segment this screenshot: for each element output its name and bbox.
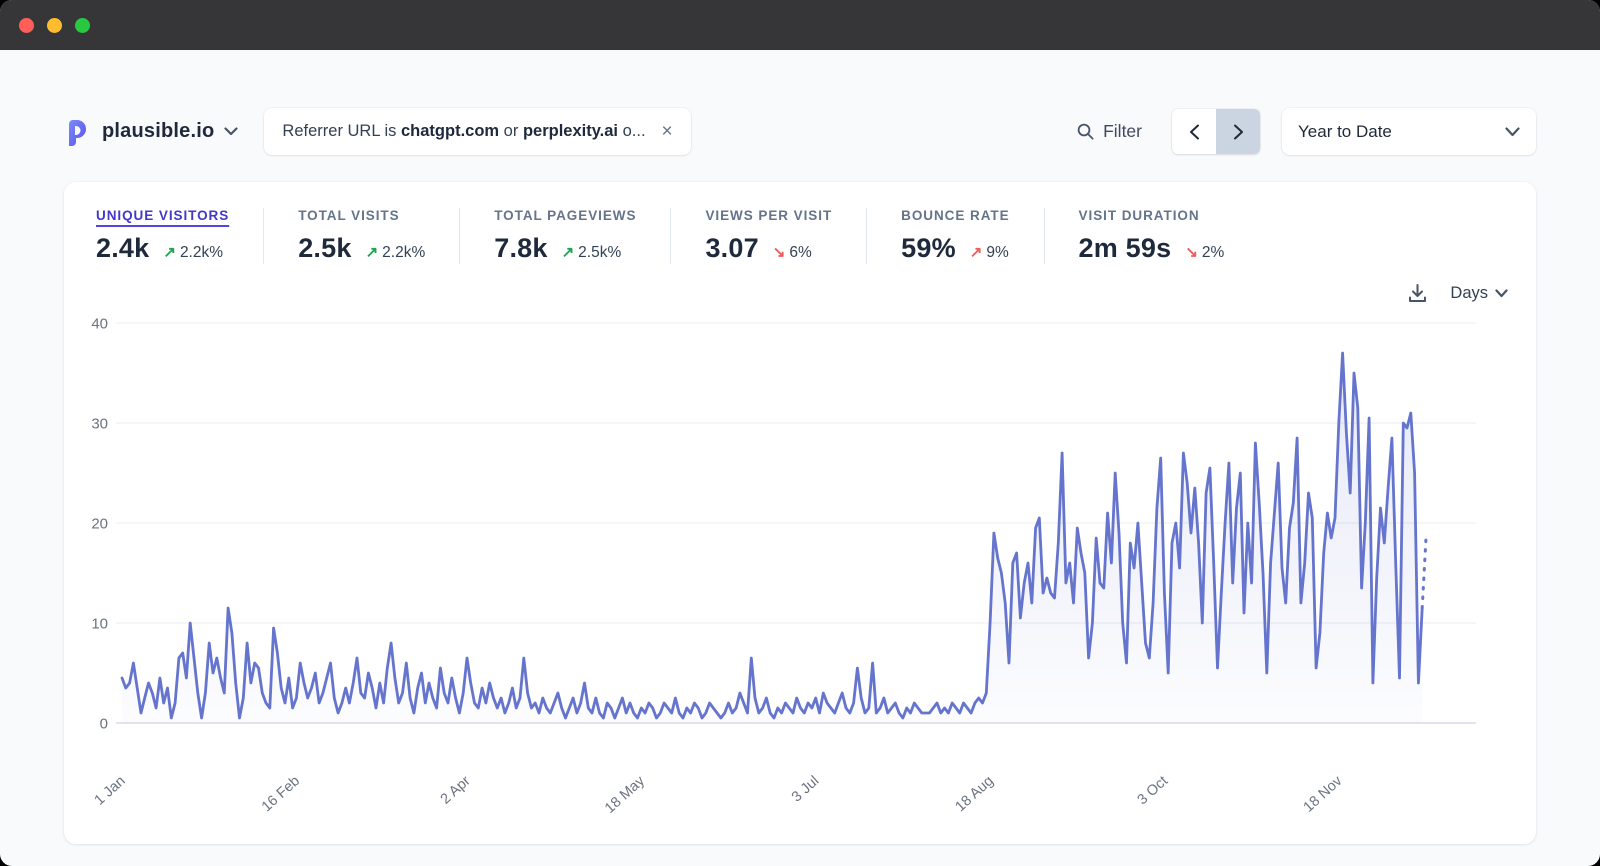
x-tick-label: 3 Oct: [1135, 773, 1171, 808]
trend-up-icon: ↗: [969, 244, 983, 261]
metric-total-pageviews[interactable]: TOTAL PAGEVIEWS 7.8k ↗ 2.5k%: [494, 208, 637, 263]
download-icon: [1409, 283, 1427, 302]
filter-button[interactable]: Filter: [1077, 121, 1142, 142]
minimize-window-button[interactable]: [47, 17, 62, 33]
y-tick-label: 0: [100, 716, 108, 733]
remove-filter-icon[interactable]: ×: [661, 121, 673, 142]
chevron-down-icon: [224, 127, 239, 136]
chevron-right-icon: [1233, 124, 1243, 139]
metric-bounce-rate[interactable]: BOUNCE RATE 59% ↗ 9%: [901, 208, 1010, 263]
zoom-window-button[interactable]: [75, 17, 90, 33]
divider: [459, 208, 461, 264]
site-selector[interactable]: plausible.io: [64, 118, 239, 146]
metric-views-per-visit[interactable]: VIEWS PER VISIT 3.07 ↘ 6%: [705, 208, 833, 263]
chevron-down-icon: [1505, 122, 1520, 142]
x-tick-label: 18 Aug: [952, 773, 996, 815]
x-tick-label: 3 Jul: [789, 773, 822, 805]
close-window-button[interactable]: [19, 17, 34, 33]
trend-down-icon: ↘: [772, 244, 786, 261]
metrics-row: UNIQUE VISITORS 2.4k ↗ 2.2k% TOTAL VISITS…: [78, 208, 1522, 264]
y-tick-label: 20: [91, 516, 108, 533]
divider: [1043, 208, 1045, 264]
y-tick-label: 40: [91, 316, 108, 333]
active-filter-pill[interactable]: Referrer URL is chatgpt.com or perplexit…: [264, 108, 691, 155]
next-period-button[interactable]: [1216, 109, 1260, 154]
plausible-logo-icon: [64, 118, 92, 146]
window-titlebar: [0, 0, 1600, 50]
filter-text: Referrer URL is chatgpt.com or perplexit…: [282, 122, 646, 140]
interval-select[interactable]: Days: [1450, 284, 1508, 303]
date-range-select[interactable]: Year to Date: [1282, 108, 1536, 155]
metric-visit-duration[interactable]: VISIT DURATION 2m 59s ↘ 2%: [1078, 208, 1225, 263]
metric-total-visits[interactable]: TOTAL VISITS 2.5k ↗ 2.2k%: [298, 208, 426, 263]
period-pager: [1172, 109, 1260, 154]
x-tick-label: 18 Nov: [1301, 773, 1346, 815]
area-fill: [122, 353, 1423, 723]
visitors-series-dashed-tail: [1420, 536, 1428, 610]
divider: [866, 208, 868, 264]
dashboard-topbar: plausible.io Referrer URL is chatgpt.com…: [64, 108, 1536, 155]
metric-unique-visitors[interactable]: UNIQUE VISITORS 2.4k ↗ 2.2k%: [96, 208, 230, 263]
chart-toolbar: Days: [78, 278, 1508, 308]
analytics-card: UNIQUE VISITORS 2.4k ↗ 2.2k% TOTAL VISITS…: [64, 182, 1536, 844]
x-tick-label: 18 May: [602, 773, 649, 815]
date-range-value: Year to Date: [1298, 121, 1392, 141]
trend-up-icon: ↗: [561, 244, 575, 261]
y-tick-label: 30: [91, 416, 108, 433]
previous-period-button[interactable]: [1172, 109, 1216, 154]
visitors-series-line: [120, 351, 1424, 720]
trend-up-icon: ↗: [365, 244, 379, 261]
visitors-line-chart[interactable]: 40 30 20 10 0 1 Jan 16 Feb 2 Apr 18 May 3 Jul 18 A…: [78, 310, 1491, 817]
search-icon: [1077, 123, 1094, 140]
filter-button-label: Filter: [1103, 121, 1142, 141]
trend-down-icon: ↘: [1185, 244, 1198, 261]
chevron-down-icon: [1495, 288, 1508, 297]
site-name: plausible.io: [102, 120, 215, 142]
y-tick-label: 10: [91, 616, 108, 633]
visitors-chart-area[interactable]: 40 30 20 10 0 1 Jan 16 Feb 2 Apr 18 May 3 Jul 18 A…: [78, 310, 1522, 820]
download-export-button[interactable]: [1407, 283, 1428, 304]
chevron-left-icon: [1189, 124, 1199, 139]
x-tick-label: 2 Apr: [438, 773, 474, 808]
x-tick-label: 1 Jan: [92, 773, 129, 809]
divider: [263, 208, 265, 264]
trend-up-icon: ↗: [163, 244, 176, 261]
interval-value: Days: [1450, 283, 1488, 302]
divider: [670, 208, 672, 264]
x-tick-label: 16 Feb: [259, 773, 303, 815]
